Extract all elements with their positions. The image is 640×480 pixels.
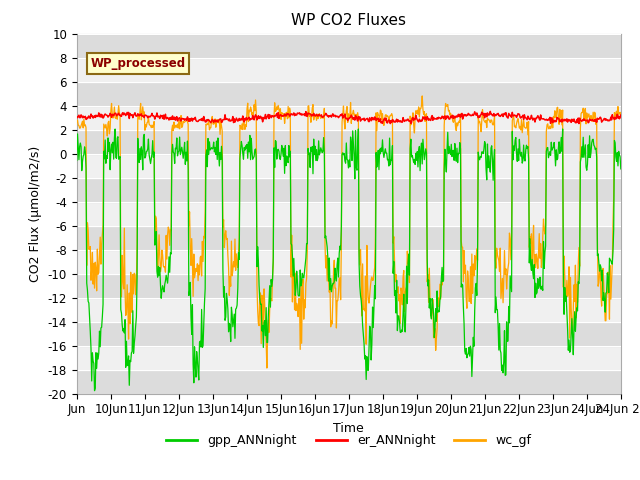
er_ANNnight bbox=[617, 112, 625, 118]
X-axis label: Time: Time bbox=[333, 422, 364, 435]
Y-axis label: CO2 Flux (μmol/m2/s): CO2 Flux (μmol/m2/s) bbox=[29, 145, 42, 282]
Line: wc_gf: wc_gf bbox=[77, 96, 621, 368]
wc_gf bbox=[137, 100, 145, 106]
Bar bbox=[77, 178, 621, 202]
Bar bbox=[77, 130, 621, 154]
wc_gf bbox=[73, 119, 81, 125]
er_ANNnight bbox=[405, 118, 413, 124]
wc_gf bbox=[264, 317, 272, 323]
er_ANNnight bbox=[264, 114, 271, 120]
er_ANNnight bbox=[73, 114, 81, 120]
wc_gf bbox=[419, 93, 426, 99]
Bar bbox=[77, 34, 621, 58]
Bar bbox=[77, 82, 621, 106]
gpp_ANNnight bbox=[264, 313, 272, 319]
Line: er_ANNnight: er_ANNnight bbox=[77, 111, 621, 123]
gpp_ANNnight bbox=[91, 388, 99, 394]
Title: WP CO2 Fluxes: WP CO2 Fluxes bbox=[291, 13, 406, 28]
gpp_ANNnight bbox=[406, 272, 413, 278]
Bar bbox=[77, 250, 621, 274]
Bar bbox=[77, 106, 621, 130]
wc_gf bbox=[437, 296, 445, 302]
er_ANNnight bbox=[237, 116, 244, 122]
er_ANNnight bbox=[435, 115, 443, 120]
wc_gf bbox=[237, 123, 244, 129]
Bar bbox=[77, 346, 621, 370]
gpp_ANNnight bbox=[617, 166, 625, 172]
Bar bbox=[77, 154, 621, 178]
er_ANNnight bbox=[284, 111, 292, 117]
Legend: gpp_ANNnight, er_ANNnight, wc_gf: gpp_ANNnight, er_ANNnight, wc_gf bbox=[161, 429, 536, 452]
wc_gf bbox=[263, 365, 271, 371]
Bar bbox=[77, 298, 621, 322]
gpp_ANNnight bbox=[138, 144, 145, 150]
er_ANNnight bbox=[137, 112, 145, 118]
wc_gf bbox=[617, 113, 625, 119]
Bar bbox=[77, 58, 621, 82]
Bar bbox=[77, 226, 621, 250]
wc_gf bbox=[406, 280, 413, 286]
gpp_ANNnight bbox=[73, 157, 81, 163]
gpp_ANNnight bbox=[559, 126, 566, 132]
gpp_ANNnight bbox=[285, 143, 292, 148]
Bar bbox=[77, 202, 621, 226]
Bar bbox=[77, 322, 621, 346]
Bar bbox=[77, 370, 621, 394]
er_ANNnight bbox=[486, 108, 494, 114]
Bar bbox=[77, 274, 621, 298]
gpp_ANNnight bbox=[237, 139, 245, 144]
wc_gf bbox=[285, 115, 292, 121]
Line: gpp_ANNnight: gpp_ANNnight bbox=[77, 129, 621, 391]
gpp_ANNnight bbox=[436, 297, 444, 303]
Text: WP_processed: WP_processed bbox=[90, 57, 186, 70]
er_ANNnight bbox=[575, 120, 583, 126]
